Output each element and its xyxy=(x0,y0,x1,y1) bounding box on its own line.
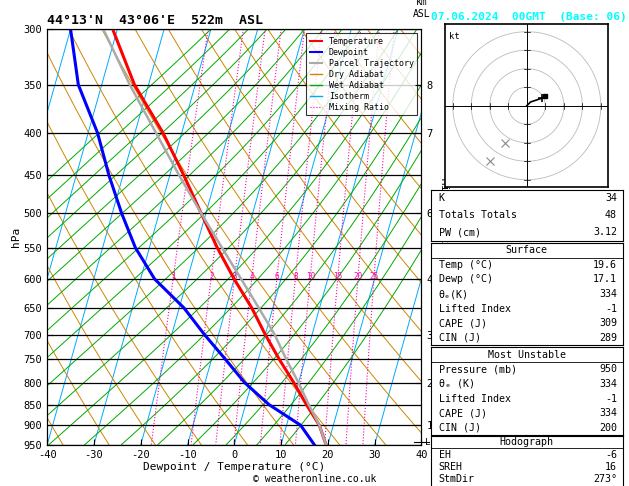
Text: Lifted Index: Lifted Index xyxy=(438,394,511,403)
Text: Hodograph: Hodograph xyxy=(500,437,554,447)
Text: CAPE (J): CAPE (J) xyxy=(438,318,487,328)
Text: Dewp (°C): Dewp (°C) xyxy=(438,275,493,284)
Text: 10: 10 xyxy=(306,272,315,280)
Text: 1: 1 xyxy=(171,272,175,280)
Text: 15: 15 xyxy=(333,272,343,280)
Text: 17.1: 17.1 xyxy=(593,275,617,284)
Text: 6: 6 xyxy=(275,272,279,280)
Text: Surface: Surface xyxy=(506,245,548,255)
Text: 19.6: 19.6 xyxy=(593,260,617,270)
Text: 334: 334 xyxy=(599,379,617,389)
Text: -1: -1 xyxy=(605,394,617,403)
Text: 200: 200 xyxy=(599,423,617,433)
Text: kt: kt xyxy=(449,32,460,41)
Text: 16: 16 xyxy=(605,462,617,472)
Text: 334: 334 xyxy=(599,289,617,299)
Text: EH: EH xyxy=(438,450,450,460)
Text: © weatheronline.co.uk: © weatheronline.co.uk xyxy=(253,473,376,484)
Y-axis label: hPa: hPa xyxy=(11,227,21,247)
Text: 334: 334 xyxy=(599,408,617,418)
Text: 34: 34 xyxy=(605,193,617,203)
Text: 48: 48 xyxy=(605,210,617,220)
Text: 273°: 273° xyxy=(593,474,617,485)
Text: K: K xyxy=(438,193,445,203)
X-axis label: Dewpoint / Temperature (°C): Dewpoint / Temperature (°C) xyxy=(143,462,325,472)
Text: θₑ (K): θₑ (K) xyxy=(438,379,474,389)
Text: 2: 2 xyxy=(209,272,214,280)
Text: SREH: SREH xyxy=(438,462,462,472)
Text: 3: 3 xyxy=(233,272,237,280)
Y-axis label: Mixing Ratio (g/kg): Mixing Ratio (g/kg) xyxy=(439,177,449,296)
Text: -6: -6 xyxy=(605,450,617,460)
Legend: Temperature, Dewpoint, Parcel Trajectory, Dry Adiabat, Wet Adiabat, Isotherm, Mi: Temperature, Dewpoint, Parcel Trajectory… xyxy=(306,34,417,116)
Text: CIN (J): CIN (J) xyxy=(438,333,481,343)
Text: -1: -1 xyxy=(605,304,617,313)
Text: LCL: LCL xyxy=(425,437,442,447)
Text: 950: 950 xyxy=(599,364,617,374)
Text: 3.12: 3.12 xyxy=(593,227,617,237)
Text: km
ASL: km ASL xyxy=(413,0,430,19)
Text: 20: 20 xyxy=(353,272,363,280)
Text: CAPE (J): CAPE (J) xyxy=(438,408,487,418)
Text: PW (cm): PW (cm) xyxy=(438,227,481,237)
Text: 289: 289 xyxy=(599,333,617,343)
Text: 8: 8 xyxy=(293,272,298,280)
Text: 44°13'N  43°06'E  522m  ASL: 44°13'N 43°06'E 522m ASL xyxy=(47,14,263,27)
Text: Temp (°C): Temp (°C) xyxy=(438,260,493,270)
Text: Pressure (mb): Pressure (mb) xyxy=(438,364,516,374)
Text: 07.06.2024  00GMT  (Base: 06): 07.06.2024 00GMT (Base: 06) xyxy=(431,12,626,22)
Text: 25: 25 xyxy=(369,272,379,280)
Text: Lifted Index: Lifted Index xyxy=(438,304,511,313)
Text: StmDir: StmDir xyxy=(438,474,474,485)
Text: CIN (J): CIN (J) xyxy=(438,423,481,433)
Text: θₑ(K): θₑ(K) xyxy=(438,289,469,299)
Text: 4: 4 xyxy=(250,272,254,280)
Text: Totals Totals: Totals Totals xyxy=(438,210,516,220)
Text: 309: 309 xyxy=(599,318,617,328)
Text: Most Unstable: Most Unstable xyxy=(487,350,566,360)
